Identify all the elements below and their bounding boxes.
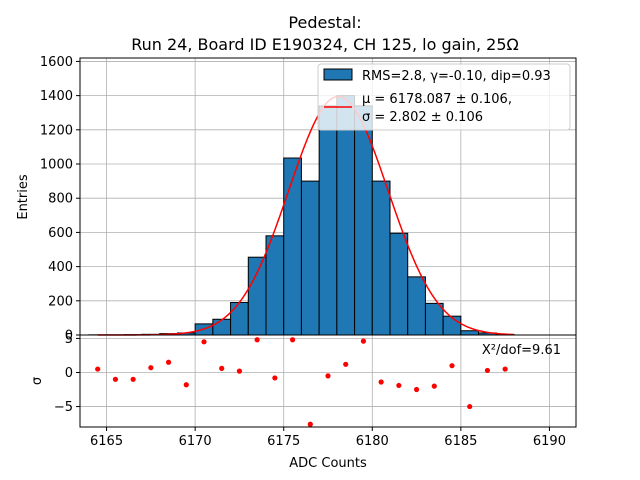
residual-y-label: σ [30, 377, 45, 385]
residual-point [219, 365, 225, 371]
histogram-y-tick-label: 1000 [40, 158, 73, 173]
histogram-bar-6182 [407, 276, 426, 336]
residual-point [95, 366, 101, 372]
histogram-y-tick-label: 1400 [40, 89, 73, 104]
residual-y-tick-label: 0 [65, 366, 73, 381]
x-tick-label: 6190 [533, 434, 566, 449]
histogram-y-tick-label: 0 [65, 329, 73, 344]
x-tick-label: 6165 [90, 434, 123, 449]
residual-x-ticks: 6165 6170 6175 6180 6185 6190 [90, 427, 566, 449]
residual-point [307, 421, 313, 427]
residual-point [396, 382, 402, 389]
residual-point [431, 383, 437, 389]
residual-point [343, 361, 349, 367]
residual-point [254, 337, 260, 343]
residual-point [112, 376, 119, 382]
residual-point [289, 337, 296, 343]
histogram-bar-6178 [336, 95, 356, 336]
legend-entry-histogram: RMS=2.8, γ=-0.10, dip=0.93 [362, 69, 551, 84]
histogram-bar-6175 [283, 157, 302, 336]
x-tick-label: 6175 [267, 434, 300, 449]
residual-point [130, 376, 136, 382]
legend-entry-fit-sigma: σ = 2.802 ± 0.106 [362, 110, 483, 125]
residual-point [148, 365, 154, 371]
residual-point [201, 339, 207, 345]
residual-point [165, 359, 172, 365]
residual-point [449, 363, 455, 369]
histogram-bar-6183 [424, 302, 444, 336]
legend-patch-histogram [323, 68, 353, 81]
histogram-bar-6171 [212, 318, 232, 336]
histogram-y-label: Entries [16, 174, 31, 220]
histogram-y-tick-label: 1200 [40, 123, 73, 138]
residual-grid [80, 335, 576, 427]
histogram-y-tick-label: 1600 [40, 55, 73, 70]
legend-box [317, 63, 571, 131]
histogram-y-tick-label: 800 [48, 192, 73, 207]
residual-point [413, 386, 420, 393]
legend-entry-fit-mu: μ = 6178.087 ± 0.106, [362, 92, 512, 107]
chart-title-line2: Run 24, Board ID E190324, CH 125, lo gai… [131, 35, 519, 54]
histogram-bar-6180 [371, 180, 391, 336]
residual-point [272, 375, 278, 381]
residual-panel: −505 6165 6170 6175 6180 6185 6190 σ ADC Coun… [30, 332, 577, 471]
x-axis-label: ADC Counts [289, 456, 367, 471]
histogram-y-tick-label: 400 [48, 260, 73, 275]
histogram-y-tick-label: 600 [48, 226, 73, 241]
histogram-bar-6185 [460, 330, 480, 336]
chart-title-line1: Pedestal: [288, 13, 361, 32]
histogram-bar-6181 [389, 232, 409, 336]
x-tick-label: 6170 [179, 434, 212, 449]
residual-point [236, 368, 243, 374]
residual-point [360, 338, 367, 344]
x-tick-label: 6185 [444, 434, 477, 449]
histogram-y-tick-label: 200 [48, 294, 73, 309]
histogram-y-ticks: 0 200 400 600 800 1000 1200 1400 1600 [40, 55, 80, 344]
legend: RMS=2.8, γ=-0.10, dip=0.93 μ = 6178.087 … [317, 63, 571, 131]
residual-point [378, 379, 384, 385]
histogram-bar-6177 [318, 105, 338, 336]
residual-points [95, 337, 508, 427]
gaussian-fit-curve [97, 95, 515, 336]
chi2-annotation: X²/dof=9.61 [482, 343, 561, 358]
histogram-bar-6173 [247, 256, 267, 336]
histogram-bar-6172 [230, 302, 249, 336]
residual-y-tick-label: 5 [65, 332, 73, 347]
residual-point [484, 367, 491, 374]
histogram-panel: 0 200 400 600 800 1000 1200 1400 1600 Entries RM… [16, 55, 577, 344]
residual-frame [79, 334, 577, 428]
x-tick-label: 6180 [356, 434, 389, 449]
residual-point [502, 366, 508, 372]
residual-point [183, 382, 189, 388]
residual-point [325, 373, 331, 379]
histogram-bar-6174 [265, 235, 285, 336]
histogram-bar-6176 [300, 180, 320, 336]
residual-y-tick-label: −5 [54, 400, 73, 415]
residual-point [467, 403, 473, 410]
residual-y-ticks: −505 [54, 332, 80, 415]
histogram-bar-6184 [442, 315, 462, 336]
